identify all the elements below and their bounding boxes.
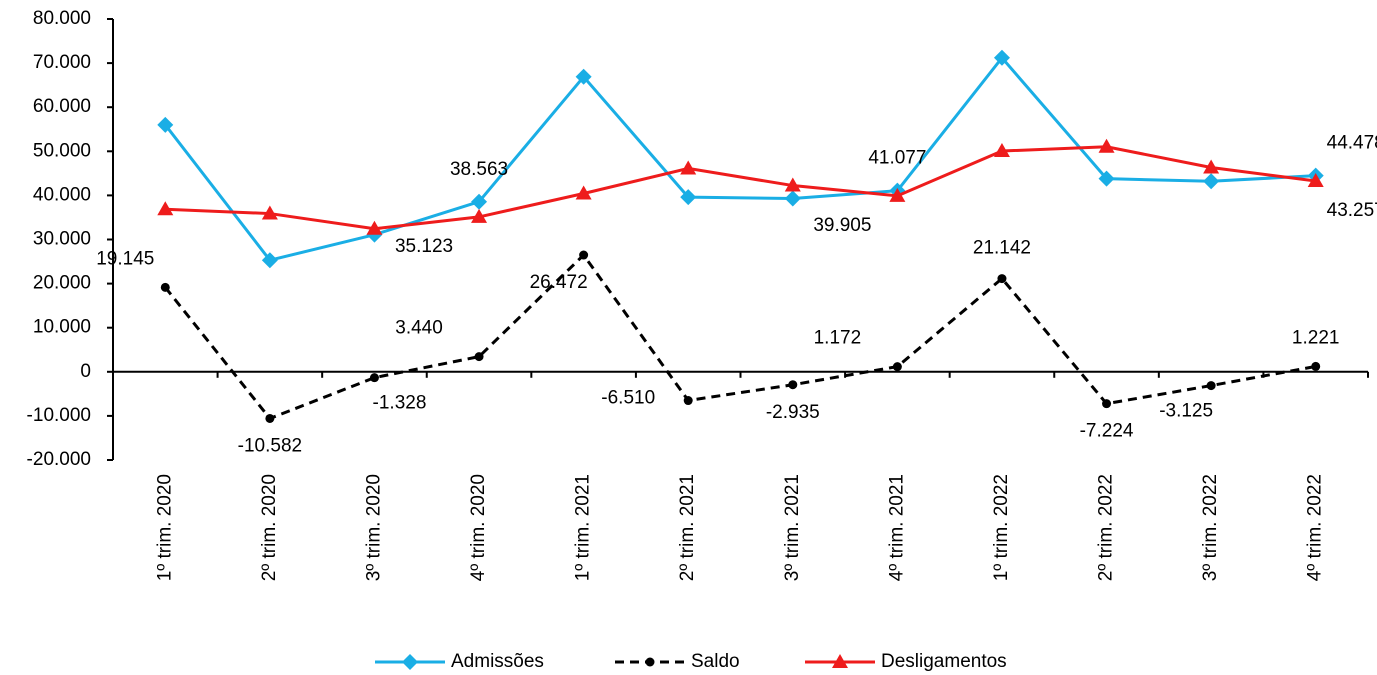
x-tick-label: 1º trim. 2021 bbox=[573, 474, 594, 581]
data-label: -10.582 bbox=[238, 435, 302, 456]
y-tick-label: -10.000 bbox=[27, 405, 91, 426]
legend-marker bbox=[645, 657, 655, 667]
point bbox=[579, 250, 589, 260]
series: 35.123 39.905 43.257 bbox=[157, 138, 1377, 257]
x-tick-label: 4º trim. 2021 bbox=[886, 474, 907, 581]
point bbox=[892, 362, 902, 372]
y-tick-label: 0 bbox=[80, 361, 91, 382]
point bbox=[160, 282, 170, 292]
data-label: 35.123 bbox=[395, 236, 453, 257]
point bbox=[1098, 170, 1115, 187]
point bbox=[575, 185, 592, 200]
y-tick-label: 30.000 bbox=[33, 229, 91, 250]
x-tick-label: 1º trim. 2022 bbox=[991, 474, 1012, 581]
x-tick-label: 2º trim. 2020 bbox=[259, 474, 280, 581]
data-label: -6.510 bbox=[601, 388, 655, 409]
series: 38.563 41.077 44.478 bbox=[157, 49, 1377, 269]
point bbox=[261, 205, 278, 220]
y-tick-label: 80.000 bbox=[33, 8, 91, 29]
line bbox=[165, 145, 1316, 231]
x-tick-label: 4º trim. 2020 bbox=[468, 474, 489, 581]
legend-label: Saldo bbox=[691, 651, 740, 672]
legend-marker bbox=[402, 654, 418, 670]
data-label: 26.472 bbox=[530, 272, 588, 293]
data-label: -1.328 bbox=[373, 393, 427, 414]
point bbox=[993, 49, 1010, 66]
legend: Admissões Saldo Desligamentos bbox=[375, 651, 1007, 672]
y-tick-label: 40.000 bbox=[33, 184, 91, 205]
y-tick-label: 60.000 bbox=[33, 96, 91, 117]
point bbox=[157, 201, 174, 216]
data-label: 39.905 bbox=[813, 215, 871, 236]
point bbox=[680, 160, 697, 175]
legend-label: Desligamentos bbox=[881, 651, 1007, 672]
x-tick-label: 3º trim. 2020 bbox=[363, 474, 384, 581]
series: 19.145 -10.582 -1.328 3.440 26.472 -6.510 -2.9… bbox=[96, 238, 1339, 457]
x-tick-label: 3º trim. 2021 bbox=[782, 474, 803, 581]
point bbox=[680, 189, 697, 206]
point bbox=[474, 352, 484, 362]
data-label: -7.224 bbox=[1080, 421, 1134, 442]
point bbox=[788, 380, 798, 390]
legend-marker bbox=[832, 654, 848, 668]
data-label: -3.125 bbox=[1159, 401, 1213, 422]
point bbox=[157, 116, 174, 133]
point bbox=[1311, 361, 1321, 371]
data-label: 21.142 bbox=[973, 238, 1031, 259]
point bbox=[993, 143, 1010, 158]
point bbox=[997, 274, 1007, 284]
x-tick-label: 2º trim. 2022 bbox=[1096, 474, 1117, 581]
x-tick-label: 1º trim. 2020 bbox=[154, 474, 175, 581]
data-label: 3.440 bbox=[395, 318, 443, 339]
point bbox=[1098, 138, 1115, 153]
point bbox=[1203, 159, 1220, 174]
data-label: 43.257 bbox=[1327, 200, 1377, 221]
y-tick-label: 10.000 bbox=[33, 317, 91, 338]
point bbox=[1203, 173, 1220, 190]
data-label: 1.172 bbox=[814, 328, 862, 349]
x-tick-label: 2º trim. 2021 bbox=[677, 474, 698, 581]
line bbox=[164, 55, 1316, 262]
point bbox=[575, 68, 592, 85]
data-label: -2.935 bbox=[766, 402, 820, 423]
y-tick-label: 50.000 bbox=[33, 140, 91, 161]
legend-label: Admissões bbox=[451, 651, 544, 672]
data-label: 44.478 bbox=[1327, 133, 1377, 154]
point bbox=[784, 177, 801, 192]
x-tick-label: 3º trim. 2022 bbox=[1200, 474, 1221, 581]
line bbox=[164, 252, 1316, 421]
point bbox=[471, 193, 488, 210]
data-label: 19.145 bbox=[96, 248, 154, 269]
y-tick-label: 70.000 bbox=[33, 52, 91, 73]
point bbox=[1307, 173, 1324, 188]
point bbox=[683, 396, 693, 406]
x-tick-label: 4º trim. 2022 bbox=[1305, 474, 1326, 581]
y-tick-label: -20.000 bbox=[27, 449, 91, 470]
point bbox=[1102, 399, 1112, 409]
data-label: 41.077 bbox=[868, 148, 926, 169]
point bbox=[369, 373, 379, 383]
point bbox=[784, 190, 801, 207]
data-label: 1.221 bbox=[1292, 327, 1340, 348]
point bbox=[889, 187, 906, 202]
point bbox=[261, 252, 278, 269]
point bbox=[1206, 381, 1216, 391]
point bbox=[471, 208, 488, 223]
point bbox=[366, 220, 383, 235]
point bbox=[265, 413, 275, 423]
y-tick-label: 20.000 bbox=[33, 273, 91, 294]
data-label: 38.563 bbox=[450, 159, 508, 180]
